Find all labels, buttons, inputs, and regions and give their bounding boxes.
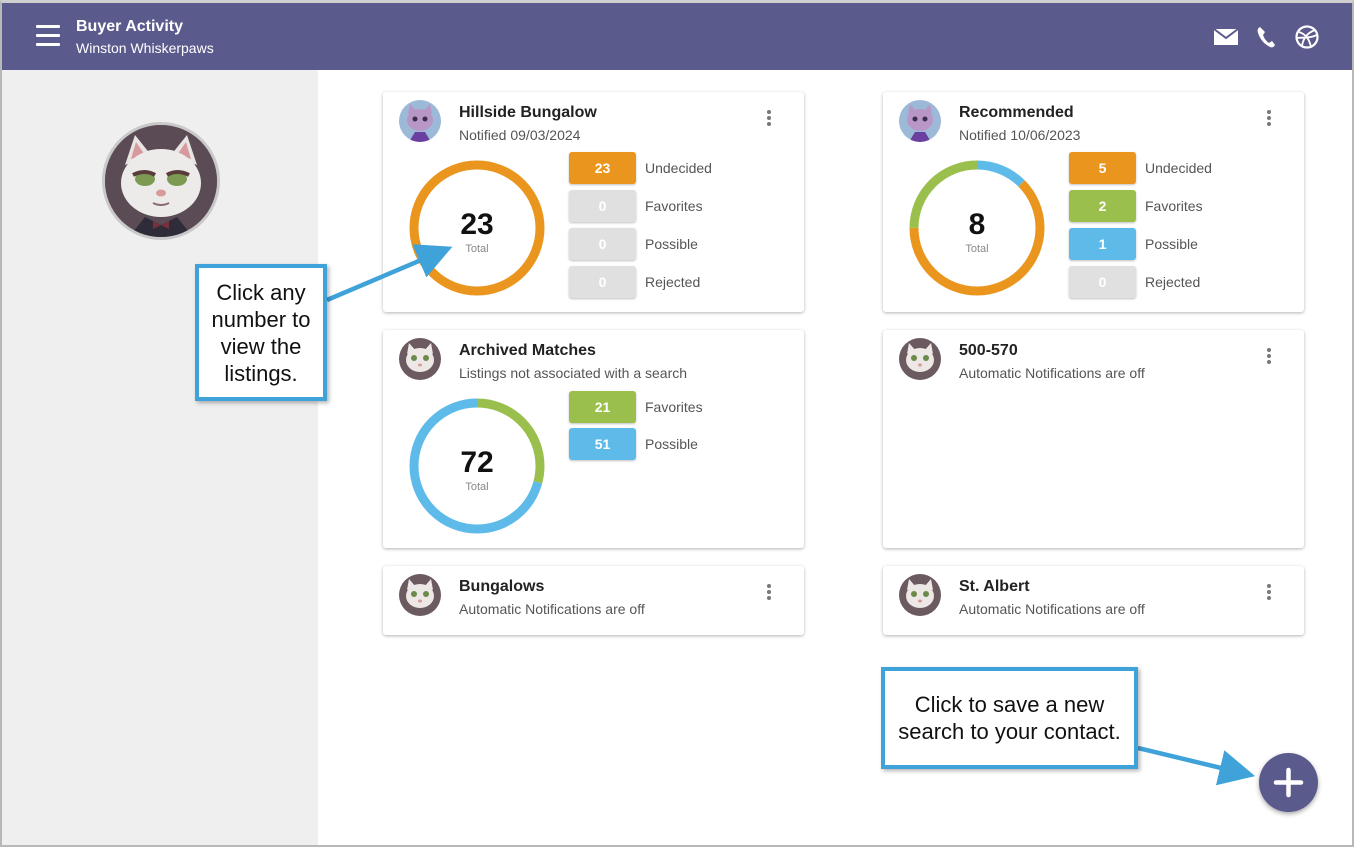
contact-name: Winston Whiskerpaws [76,40,214,56]
favorites-count-button[interactable]: 0 [569,190,636,222]
total-label: Total [465,481,489,493]
card-title: Recommended [959,104,1074,121]
total-label: Total [965,243,989,255]
possible-count-button[interactable]: 1 [1069,228,1136,260]
stat-rejected: 0 Rejected [569,266,700,298]
donut-segment-undecided [409,160,545,296]
stat-possible: 1 Possible [1069,228,1198,260]
search-card-bungalows: Bungalows Automatic Notifications are of… [383,566,804,635]
total-count[interactable]: 23 [460,208,494,241]
contact-avatar [102,122,220,240]
more-options-icon[interactable] [1262,108,1276,128]
card-title: 500-570 [959,342,1018,359]
stat-possible: 51 Possible [569,428,698,460]
total-donut[interactable]: 8 Total [908,159,1046,297]
stat-possible: 0 Possible [569,228,698,260]
callout-click-number: Click any number to view the listings. [195,264,327,401]
more-options-icon[interactable] [1262,346,1276,366]
card-subtitle: Notified 10/06/2023 [959,127,1081,143]
favorites-count-button[interactable]: 21 [569,391,636,423]
search-avatar [399,574,441,616]
more-options-icon[interactable] [1262,582,1276,602]
stat-favorites: 0 Favorites [569,190,703,222]
callout-save-search: Click to save a new search to your conta… [881,667,1138,769]
stat-undecided: 5 Undecided [1069,152,1212,184]
rejected-count-button[interactable]: 0 [1069,266,1136,298]
more-options-icon[interactable] [762,582,776,602]
card-subtitle: Automatic Notifications are off [959,365,1145,381]
card-subtitle: Notified 09/03/2024 [459,127,581,143]
more-options-icon[interactable] [762,108,776,128]
search-card-500-570: 500-570 Automatic Notifications are off [883,330,1304,548]
menu-icon[interactable] [36,25,60,47]
undecided-count-button[interactable]: 23 [569,152,636,184]
donut-segment-favorites [909,160,1045,296]
card-title: Archived Matches [459,342,596,359]
stat-favorites: 2 Favorites [1069,190,1203,222]
possible-count-button[interactable]: 51 [569,428,636,460]
stat-label: Possible [645,236,698,252]
stat-label: Undecided [645,160,712,176]
card-title: Hillside Bungalow [459,104,597,121]
stat-undecided: 23 Undecided [569,152,712,184]
search-avatar [399,338,441,380]
search-avatar [899,574,941,616]
rejected-count-button[interactable]: 0 [569,266,636,298]
search-avatar [899,100,941,142]
donut-segment-possible [409,398,545,534]
donut-chart [909,160,1045,296]
total-count[interactable]: 8 [968,208,986,241]
stat-label: Favorites [645,399,703,415]
donut-chart [409,398,545,534]
app-header: Buyer Activity Winston Whiskerpaws [2,3,1352,70]
total-label: Total [465,243,489,255]
card-title: St. Albert [959,578,1030,595]
stat-label: Possible [1145,236,1198,252]
search-card-hillside-bungalow: Hillside Bungalow Notified 09/03/2024 23… [383,92,804,312]
page-title: Buyer Activity [76,18,183,35]
sidebar [2,70,318,845]
globe-icon[interactable] [1293,23,1321,51]
plus-icon [1273,767,1304,798]
search-card-st-albert: St. Albert Automatic Notifications are o… [883,566,1304,635]
card-subtitle: Listings not associated with a search [459,365,688,381]
stat-rejected: 0 Rejected [1069,266,1200,298]
stat-label: Undecided [1145,160,1212,176]
stat-label: Rejected [1145,274,1201,290]
card-title: Bungalows [459,578,545,595]
possible-count-button[interactable]: 0 [569,228,636,260]
stat-label: Possible [645,436,698,452]
stat-favorites: 21 Favorites [569,391,703,423]
total-count[interactable]: 72 [460,446,494,479]
search-card-recommended: Recommended Notified 10/06/2023 8 Total … [883,92,1304,312]
stat-label: Favorites [1145,198,1203,214]
stat-label: Favorites [645,198,703,214]
search-avatar [899,338,941,380]
add-search-button[interactable] [1259,753,1318,812]
card-subtitle: Automatic Notifications are off [459,601,645,617]
card-subtitle: Automatic Notifications are off [959,601,1145,617]
undecided-count-button[interactable]: 5 [1069,152,1136,184]
mail-icon[interactable] [1212,23,1240,51]
donut-segment-undecided [909,160,1045,296]
total-donut[interactable]: 23 Total [408,159,546,297]
search-avatar [399,100,441,142]
total-donut[interactable]: 72 Total [408,397,546,535]
search-card-archived-matches: Archived Matches Listings not associated… [383,330,804,548]
favorites-count-button[interactable]: 2 [1069,190,1136,222]
stat-label: Rejected [645,274,701,290]
phone-icon[interactable] [1252,23,1280,51]
